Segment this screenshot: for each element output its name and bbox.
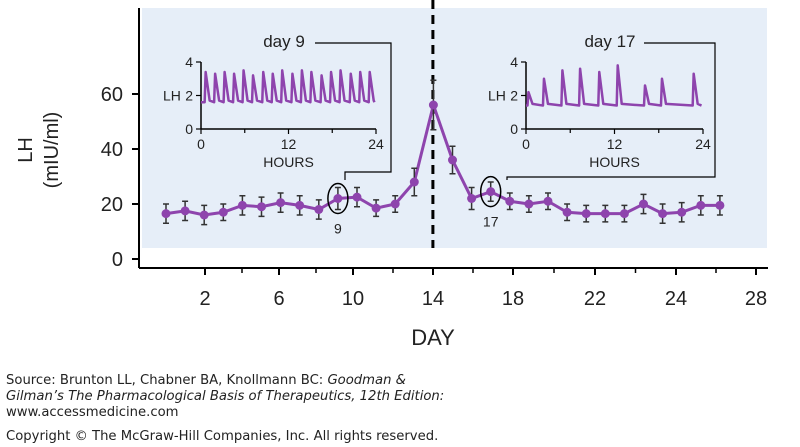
x-axis-label: DAY xyxy=(411,325,455,350)
data-point xyxy=(237,200,247,210)
inset-connector-line xyxy=(506,42,716,180)
data-point xyxy=(276,198,286,208)
data-point xyxy=(715,200,725,210)
inset-y-tick-label: 0 xyxy=(510,121,518,137)
data-point xyxy=(543,196,553,206)
data-point xyxy=(505,196,515,206)
data-point xyxy=(257,202,266,212)
y-axis-label-lh: LH xyxy=(15,137,37,163)
source-line-2: Gilman’s The Pharmacological Basis of Th… xyxy=(6,389,445,404)
inset-x-label: HOURS xyxy=(263,154,314,170)
x-tick-label: 2 xyxy=(199,288,210,310)
data-point xyxy=(218,207,228,217)
data-point xyxy=(696,200,706,210)
data-point xyxy=(467,194,477,203)
inset-x-tick-label: 0 xyxy=(522,136,530,152)
inset-x-tick-label: 24 xyxy=(695,136,711,152)
data-point xyxy=(199,210,209,220)
y-tick-label: 40 xyxy=(101,139,123,161)
y-tick-label: 60 xyxy=(101,84,123,106)
y-tick-label: 20 xyxy=(101,194,123,216)
data-point xyxy=(619,209,629,219)
data-point xyxy=(600,209,610,219)
data-point xyxy=(658,209,668,219)
inset-title: day 17 xyxy=(584,32,635,51)
data-point xyxy=(524,199,534,209)
inset-x-tick-label: 12 xyxy=(281,136,297,152)
inset-y-label: LH xyxy=(163,88,181,104)
inset-y-tick-label: 4 xyxy=(185,54,193,70)
inset-title: day 9 xyxy=(263,32,305,51)
data-point xyxy=(371,203,381,213)
inset-x-tick-label: 12 xyxy=(607,136,623,152)
x-tick-label: 18 xyxy=(502,288,524,310)
data-point xyxy=(295,200,305,210)
x-tick-label: 22 xyxy=(584,288,606,310)
data-point xyxy=(409,177,419,187)
inset-y-tick-label: 0 xyxy=(185,121,193,137)
y-tick-label: 0 xyxy=(112,249,123,271)
data-point xyxy=(562,207,572,217)
y-axis-label-units: (mIU/ml) xyxy=(41,112,63,189)
inset-pulse-trace xyxy=(201,69,376,104)
source-url: www.accessmedicine.com xyxy=(6,405,179,420)
inset-pulse-trace xyxy=(526,64,703,107)
x-tick-label: 6 xyxy=(273,288,284,310)
x-tick-label: 14 xyxy=(422,288,444,310)
inset-x-label: HOURS xyxy=(589,154,640,170)
data-point xyxy=(581,209,591,219)
data-point xyxy=(428,100,438,110)
x-tick-label: 24 xyxy=(665,288,687,310)
data-point xyxy=(639,199,648,209)
data-point xyxy=(333,194,343,203)
highlight-ellipse xyxy=(479,175,502,208)
data-point xyxy=(180,206,190,216)
inset-y-tick-label: 4 xyxy=(510,54,518,70)
inset-x-tick-label: 0 xyxy=(197,136,205,152)
highlight-label: 17 xyxy=(483,214,499,230)
x-tick-label: 28 xyxy=(745,288,767,310)
x-tick-label: 10 xyxy=(342,288,364,310)
inset-x-tick-label: 24 xyxy=(368,136,384,152)
highlight-label: 9 xyxy=(334,221,342,237)
source-line-1: Source: Brunton LL, Chabner BA, Knollman… xyxy=(6,373,406,388)
highlight-ellipse xyxy=(327,182,349,215)
copyright-notice: Copyright © The McGraw-Hill Companies, I… xyxy=(6,429,439,444)
inset-y-label: LH xyxy=(488,88,506,104)
inset-connector-line xyxy=(315,42,392,180)
data-point xyxy=(352,192,362,202)
inset-y-tick-label: 2 xyxy=(510,88,518,104)
data-point xyxy=(314,205,324,214)
data-point xyxy=(161,209,171,219)
data-point xyxy=(486,187,496,197)
data-point xyxy=(390,199,400,209)
data-point xyxy=(677,207,687,217)
inset-y-tick-label: 2 xyxy=(185,88,193,104)
data-point xyxy=(448,155,457,165)
